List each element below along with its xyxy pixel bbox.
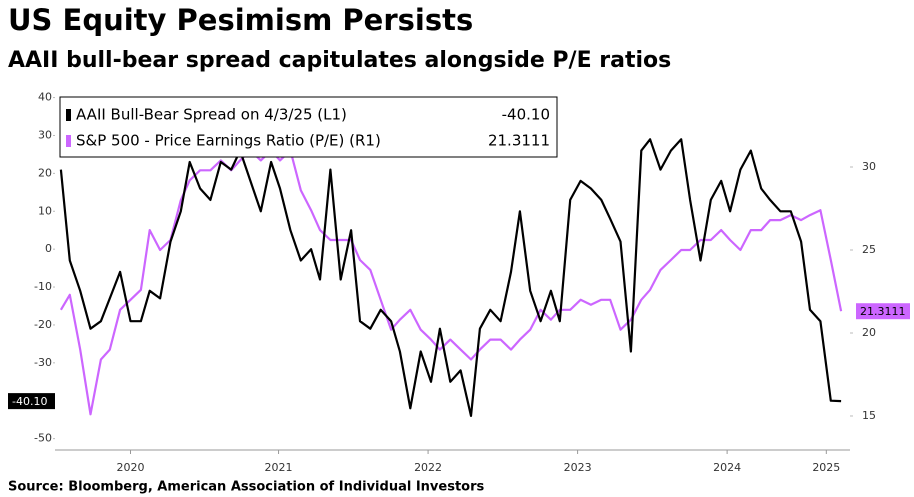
legend-value: -40.10: [502, 106, 550, 124]
series-line: [59, 138, 842, 417]
source-note: Source: Bloomberg, American Association …: [8, 480, 485, 495]
x-tick-label: 2022: [414, 461, 442, 474]
y-tick-label: -20: [34, 318, 52, 331]
y2-tick-label: 15: [862, 409, 876, 422]
chart-subtitle: AAII bull-bear spread capitulates alongs…: [8, 48, 671, 73]
last-value-label: -40.10: [12, 395, 47, 408]
legend-entry: S&P 500 - Price Earnings Ratio (P/E) (R1…: [76, 132, 381, 150]
x-tick-label: 2020: [117, 461, 145, 474]
x-tick-label: 2023: [564, 461, 592, 474]
legend-swatch: [66, 135, 71, 147]
y2-tick-label: 25: [862, 243, 876, 256]
legend-value: 21.3111: [488, 132, 550, 150]
x-tick-label: 2021: [265, 461, 293, 474]
chart-title: US Equity Pesimism Persists: [8, 3, 473, 37]
y-tick-label: 40: [38, 91, 52, 104]
x-tick-label: 2024: [713, 461, 741, 474]
series-line: [59, 149, 843, 416]
y2-tick-label: 30: [862, 160, 876, 173]
y-tick-label: 30: [38, 128, 52, 141]
last-value-label: 21.3111: [860, 305, 906, 318]
last-value-flag: [8, 393, 55, 410]
y-tick-label: -10: [34, 280, 52, 293]
y-tick-label: -30: [34, 356, 52, 369]
y-tick-label: 10: [38, 204, 52, 217]
legend-swatch: [66, 109, 71, 121]
y-tick-label: -50: [34, 432, 52, 445]
x-tick-label: 2025: [812, 461, 840, 474]
y-tick-label: 20: [38, 166, 52, 179]
y-tick-label: 0: [45, 242, 52, 255]
y2-tick-label: 20: [862, 326, 876, 339]
legend-box: [59, 96, 558, 158]
legend-entry: AAII Bull-Bear Spread on 4/3/25 (L1): [76, 106, 347, 124]
last-value-flag: [856, 303, 910, 320]
